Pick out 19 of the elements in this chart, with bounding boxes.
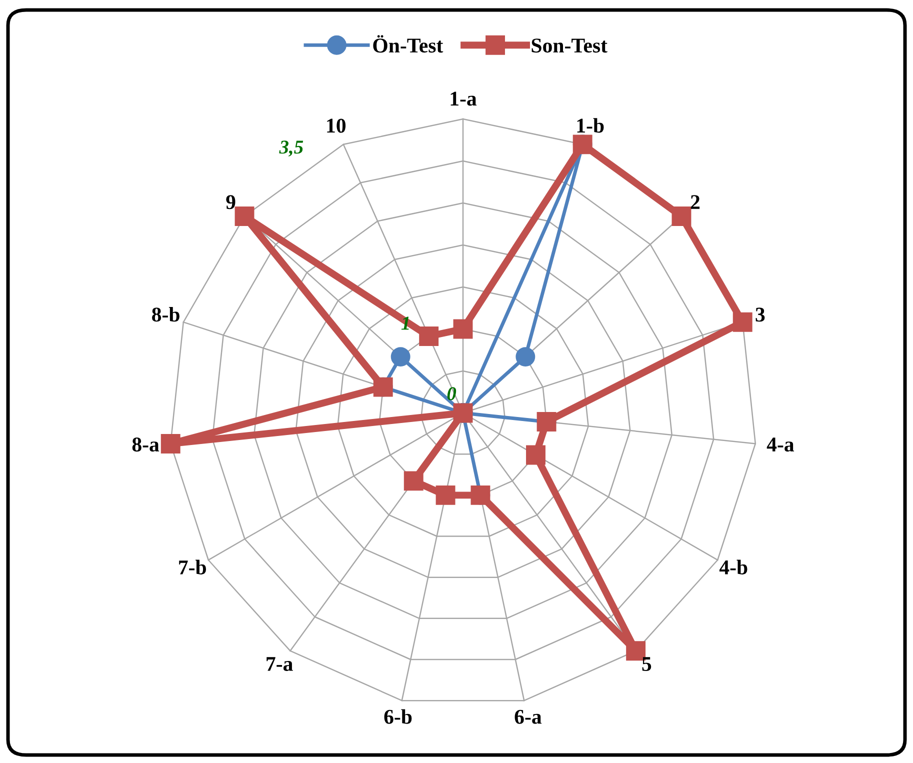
spoke-label: 6-b [384,709,412,724]
spoke-label: 4-b [719,560,748,574]
spoke-label: 7-b [179,560,206,574]
spoke-label: 7-a [266,657,293,672]
spoke-label: 2 [690,195,700,209]
spoke-label: 4-a [766,438,794,452]
spoke-label: 3 [756,308,765,322]
legend-label: Ön-Test [373,35,444,53]
y-tick-label: 3,5 [279,140,304,157]
spoke-label: 8-a [132,438,160,452]
spoke-label: 10 [327,118,346,133]
spoke-label: 1-a [450,92,477,106]
spoke-label: 5 [642,657,652,672]
spoke-label: 1-b [577,118,604,133]
spoke-label: 6-a [514,710,542,724]
legend-label: Son-Test [532,38,608,53]
spoke-label: 9 [226,195,236,210]
spoke-label: 8-b [152,306,180,322]
y-tick-label: 0 [447,387,456,400]
